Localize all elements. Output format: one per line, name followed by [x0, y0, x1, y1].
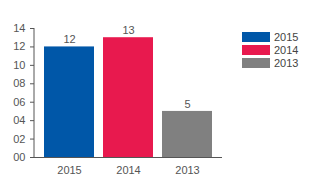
svg-text:06: 06 [13, 96, 25, 108]
svg-text:10: 10 [13, 59, 25, 71]
svg-text:00: 00 [13, 151, 25, 163]
svg-text:02: 02 [13, 133, 25, 145]
svg-text:08: 08 [13, 77, 25, 89]
svg-text:2014: 2014 [116, 164, 140, 176]
html-text:2013: 2013 [274, 56, 299, 69]
svg-text:13: 13 [122, 24, 134, 36]
svg-text:2013: 2013 [175, 164, 199, 176]
svg-text:04: 04 [13, 114, 25, 126]
html-text:2015: 2015 [274, 30, 299, 43]
svg-text:5: 5 [184, 98, 190, 110]
svg-text:12: 12 [63, 33, 75, 45]
html-text:2014: 2014 [274, 43, 299, 56]
svg-text:14: 14 [13, 22, 25, 34]
svg-text:2015: 2015 [57, 164, 81, 176]
svg-text:12: 12 [13, 40, 25, 52]
